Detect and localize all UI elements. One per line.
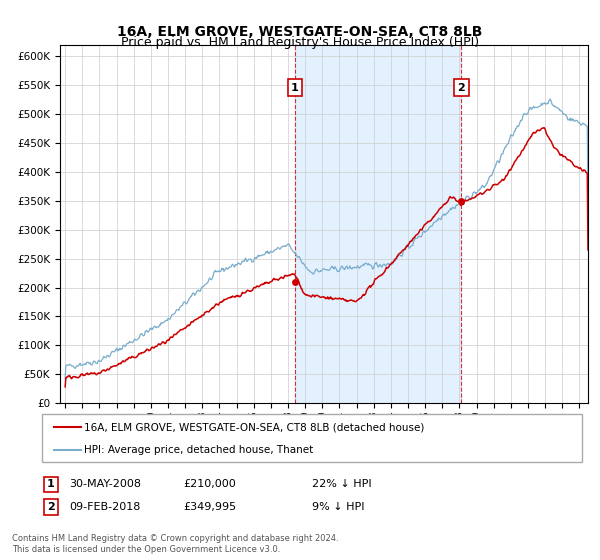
- Text: 22% ↓ HPI: 22% ↓ HPI: [312, 479, 371, 489]
- Text: £210,000: £210,000: [183, 479, 236, 489]
- Text: This data is licensed under the Open Government Licence v3.0.: This data is licensed under the Open Gov…: [12, 545, 280, 554]
- Text: 16A, ELM GROVE, WESTGATE-ON-SEA, CT8 8LB: 16A, ELM GROVE, WESTGATE-ON-SEA, CT8 8LB: [118, 25, 482, 39]
- Text: 09-FEB-2018: 09-FEB-2018: [69, 502, 140, 512]
- Text: 9% ↓ HPI: 9% ↓ HPI: [312, 502, 365, 512]
- Text: 1: 1: [47, 479, 55, 489]
- Text: 1: 1: [291, 83, 299, 93]
- Text: 2: 2: [458, 83, 466, 93]
- Text: Price paid vs. HM Land Registry's House Price Index (HPI): Price paid vs. HM Land Registry's House …: [121, 36, 479, 49]
- Text: Contains HM Land Registry data © Crown copyright and database right 2024.: Contains HM Land Registry data © Crown c…: [12, 534, 338, 543]
- Text: 30-MAY-2008: 30-MAY-2008: [69, 479, 141, 489]
- Text: 16A, ELM GROVE, WESTGATE-ON-SEA, CT8 8LB (detached house): 16A, ELM GROVE, WESTGATE-ON-SEA, CT8 8LB…: [84, 422, 424, 432]
- Text: 2: 2: [47, 502, 55, 512]
- Text: £349,995: £349,995: [183, 502, 236, 512]
- Text: HPI: Average price, detached house, Thanet: HPI: Average price, detached house, Than…: [84, 445, 313, 455]
